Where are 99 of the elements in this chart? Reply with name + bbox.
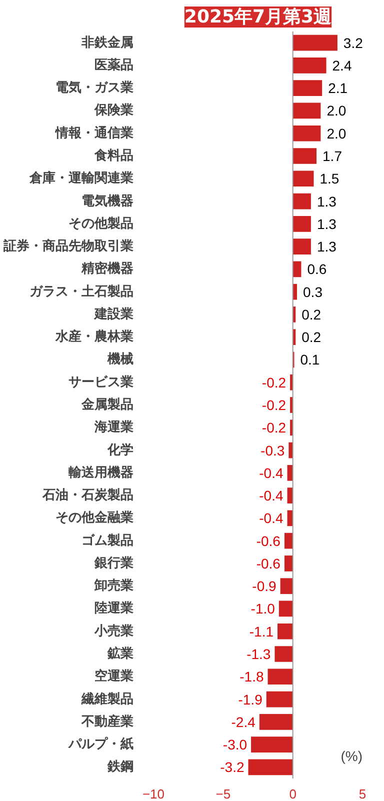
bar [290,397,293,413]
y-tick-label: 非鉄金属 [80,35,134,50]
y-tick-label: 医薬品 [94,56,134,73]
data-label: -1.0 [250,600,276,617]
y-tick-label: 倉庫・運輸関連業 [28,170,134,186]
y-tick-label: サービス業 [68,374,134,390]
data-label: 1.3 [316,238,337,255]
y-tick-label: 輸送用機器 [68,465,134,480]
y-tick-label: 空運業 [94,668,134,684]
y-tick-label: その他製品 [68,216,134,232]
y-tick-label: パルプ・紙 [68,736,134,752]
bar [259,714,293,730]
y-tick-label: その他金融業 [56,510,134,526]
data-label: 0.6 [307,261,327,278]
y-tick-label: 陸運業 [94,601,134,616]
bar [292,80,322,96]
y-tick-label: 機械 [106,352,134,368]
data-label: 2.4 [332,57,352,74]
data-label: -0.9 [252,578,277,594]
data-label: 2.0 [326,125,346,142]
x-tick-label: −10 [142,786,165,801]
y-tick-label: 銀行業 [94,556,134,571]
y-tick-label: 金属製品 [80,398,134,412]
y-tick-label: 電気・ガス業 [56,80,134,96]
bar [266,691,293,708]
data-label: 0.2 [302,306,322,322]
y-tick-label: 食料品 [94,148,134,164]
bar [292,170,314,187]
x-tick-label: 5 [358,786,366,801]
bar [292,193,311,210]
y-tick-label: 情報・通信業 [54,124,134,141]
data-label: -3.2 [220,759,244,776]
y-tick-label: 電気機器 [82,194,134,209]
bar [268,668,293,685]
y-tick-label: 建設業 [94,306,134,322]
bar [292,125,321,142]
bar [290,420,293,436]
data-label: 0.2 [302,329,322,346]
bar [292,58,326,74]
data-label: -1.1 [249,623,274,640]
bar [284,556,293,572]
data-label: -0.6 [256,532,281,549]
x-tick-label: −5 [216,786,231,801]
data-label: -2.4 [231,714,256,730]
y-tick-label: 鉱業 [106,646,134,662]
chart-title: 2025年7月第3週 [184,6,332,28]
bar [280,578,293,594]
data-label: 1.3 [316,193,337,210]
bar [274,646,293,662]
data-label: 0.1 [300,352,320,368]
data-label: -0.2 [262,374,286,390]
y-tick-label: 保険業 [94,103,134,118]
data-label: -1.9 [238,691,263,708]
y-tick-label: ゴム製品 [82,533,134,548]
bar [278,600,293,617]
y-tick-label: 不動産業 [80,713,134,730]
data-label: -0.4 [259,488,284,504]
y-tick-label: 繊維製品 [80,692,134,707]
y-tick-label: 卸売業 [94,578,134,594]
data-label: -1.3 [246,646,271,662]
data-label: 2.1 [328,80,348,96]
data-label: 0.3 [303,284,323,300]
bar [292,216,311,232]
data-label: 3.2 [343,34,364,51]
bar [248,759,293,776]
data-label: 1.7 [322,148,342,164]
bar [278,623,293,640]
data-label: -1.8 [240,668,264,685]
bar [292,102,321,119]
bar [290,374,293,390]
data-label: -0.4 [259,510,284,526]
bar [292,238,311,254]
bar [287,464,293,481]
annotation: (%) [340,748,363,764]
data-label: 2.0 [326,102,346,119]
y-tick-label: 証券・商品先物取引業 [2,238,134,254]
bar [292,34,338,51]
y-tick-label: 水産・農林業 [54,328,134,345]
data-label: -0.3 [260,442,285,458]
bar [284,532,293,549]
bar [288,442,293,458]
bar [287,488,293,504]
y-tick-label: 小売業 [94,624,134,639]
y-tick-label: 化学 [106,442,134,458]
bar [292,148,317,164]
data-label: -0.2 [262,397,286,413]
data-label: 1.5 [320,170,340,187]
data-label: -0.6 [256,555,281,572]
y-tick-label: 石油・石炭製品 [42,488,134,504]
y-tick-label: ガラス・土石製品 [30,284,134,300]
y-tick-label: 精密機器 [80,260,134,277]
data-label: -0.4 [259,464,284,481]
data-label: 1.3 [316,216,337,232]
x-tick-label: 0 [289,786,296,801]
data-label: -3.0 [222,736,248,753]
y-tick-label: 海運業 [94,420,134,436]
y-tick-label: 鉄鋼 [106,760,134,775]
bar [251,736,293,752]
data-label: -0.2 [262,420,286,436]
